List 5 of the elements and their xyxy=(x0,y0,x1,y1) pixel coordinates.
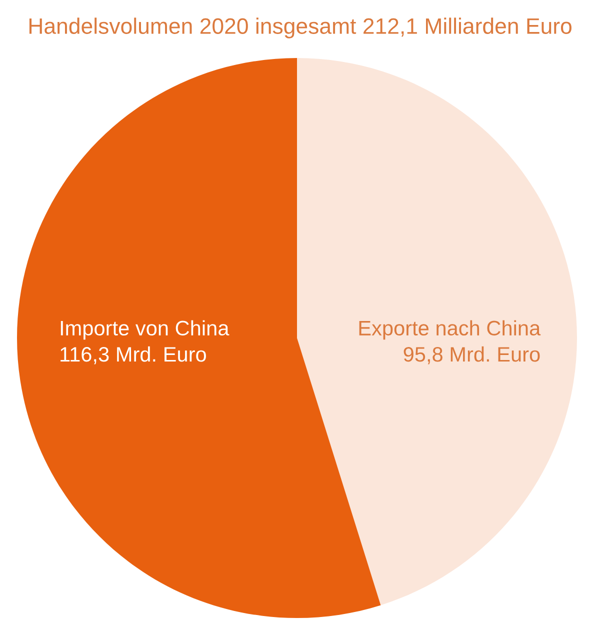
slice-label: Exporte nach China xyxy=(359,320,541,340)
data-label: 95,8 Mrd. Euro xyxy=(404,346,540,364)
chart-title: Handelsvolumen 2020 insgesamt 212,1 Milliarden Euro xyxy=(29,18,572,38)
slice-label: Importe von China xyxy=(60,320,230,340)
data-label: 116,3 Mrd. Euro xyxy=(60,346,206,364)
